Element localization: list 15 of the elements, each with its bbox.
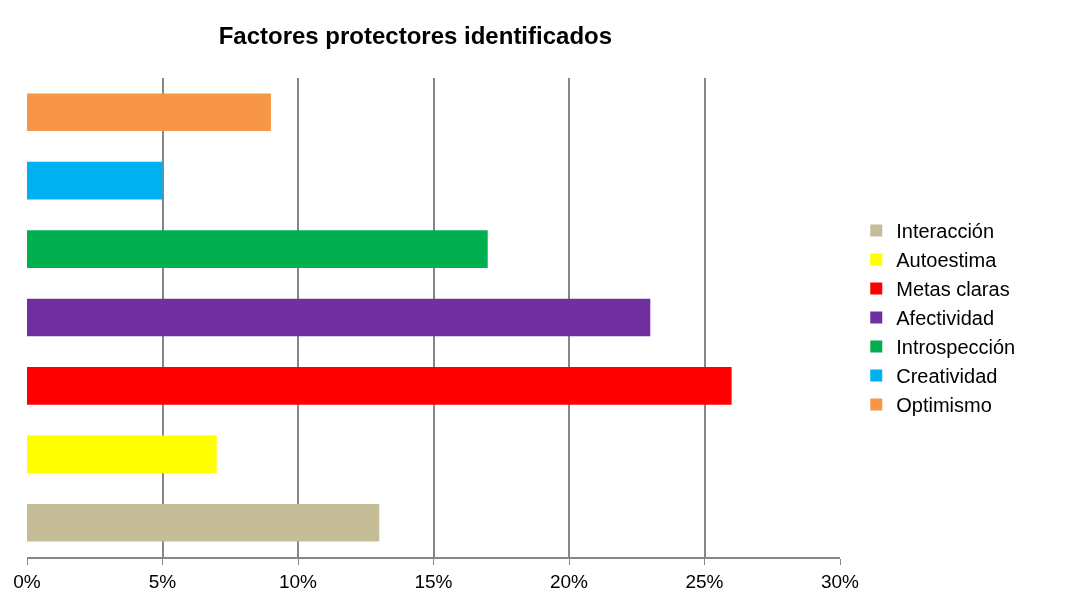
legend-label: Afectividad — [896, 307, 995, 330]
x-tick-label: 25% — [685, 570, 724, 592]
legend-label: Introspección — [896, 336, 1016, 359]
legend-label: Autoestima — [896, 249, 998, 272]
x-tick-label: 5% — [148, 570, 177, 592]
legend-label: Optimismo — [896, 394, 992, 417]
legend-label: Metas claras — [896, 278, 1010, 301]
chart-title: Factores protectores identificados — [218, 22, 613, 50]
x-tick-label: 20% — [549, 570, 589, 592]
x-tick-label: 15% — [414, 570, 453, 592]
legend-label: Creatividad — [896, 365, 998, 388]
x-tick-label: 30% — [820, 570, 860, 592]
x-tick-label: 10% — [278, 570, 318, 592]
legend-label: Interacción — [896, 220, 995, 243]
x-tick-label: 0% — [13, 570, 41, 592]
